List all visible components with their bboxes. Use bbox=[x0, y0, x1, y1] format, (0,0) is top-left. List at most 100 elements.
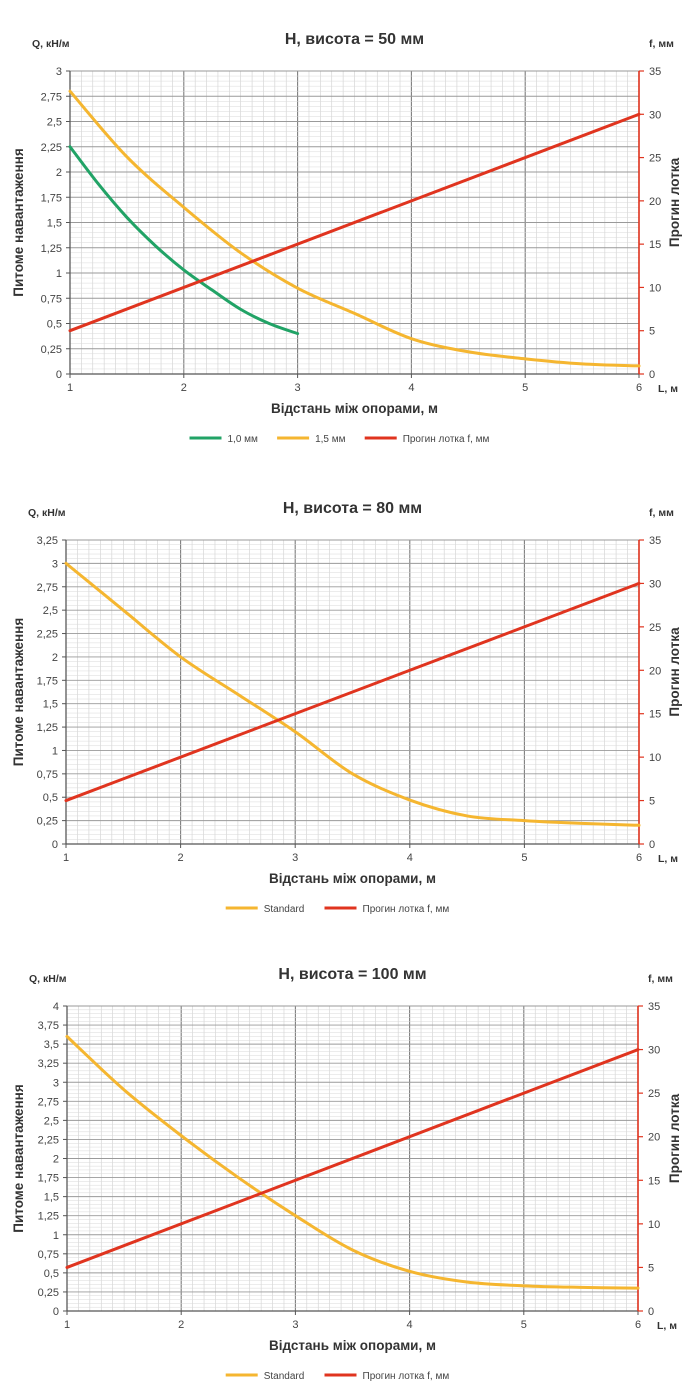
x-tick-label: 1 bbox=[67, 382, 73, 394]
x-tick-label: 4 bbox=[408, 382, 414, 394]
y2-tick-label: 10 bbox=[648, 1219, 660, 1231]
y2-tick-label: 20 bbox=[648, 1132, 660, 1144]
y-tick-label: 0,25 bbox=[38, 1287, 59, 1299]
y-tick-label: 1,5 bbox=[43, 699, 58, 711]
x-tick-label: 6 bbox=[636, 382, 642, 394]
y2-tick-label: 35 bbox=[649, 535, 661, 547]
chart-title: H, висота = 50 мм bbox=[285, 31, 424, 48]
y-tick-label: 3,5 bbox=[44, 1039, 59, 1051]
y2-tick-label: 25 bbox=[649, 622, 661, 634]
y-tick-label: 0,25 bbox=[37, 816, 58, 828]
y-tick-label: 0,75 bbox=[37, 769, 58, 781]
series-line-deflection bbox=[68, 112, 641, 333]
x-tick-label: 5 bbox=[522, 382, 528, 394]
chart-panel-100mm: 1 2 3 4 5 6 0 0,25 0,5 0,75 1 1,25 1,5 1,75 2 2,25 2,5 2,… bbox=[0, 930, 688, 1396]
series-line-load bbox=[65, 1035, 640, 1290]
y-axis-title: Питоме навантаження bbox=[11, 618, 26, 766]
y-tick-label: 2,75 bbox=[38, 1096, 59, 1108]
x-tick-label: 6 bbox=[635, 1319, 641, 1331]
y2-unit-label: f, мм bbox=[649, 507, 674, 519]
x-tick-label: 4 bbox=[407, 1319, 413, 1331]
series-line-load bbox=[68, 145, 300, 336]
x-tick-label: 3 bbox=[292, 1319, 298, 1331]
y-tick-label: 0 bbox=[52, 839, 58, 851]
y-tick-label: 3 bbox=[52, 558, 58, 570]
y-tick-label: 1 bbox=[56, 268, 62, 280]
y-tick-label: 1,25 bbox=[37, 722, 58, 734]
y2-tick-label: 20 bbox=[649, 665, 661, 677]
x-axis-title: Відстань між опорами, м bbox=[269, 871, 436, 886]
x-tick-label: 5 bbox=[521, 1319, 527, 1331]
y-unit-label: Q, кН/м bbox=[29, 973, 67, 985]
y2-axis-title: Прогин лотка bbox=[667, 157, 682, 247]
y2-tick-label: 5 bbox=[649, 326, 655, 338]
y2-axis-title: Прогин лотка bbox=[667, 627, 682, 717]
legend-label: Прогин лотка f, мм bbox=[363, 904, 450, 915]
y2-tick-label: 15 bbox=[648, 1175, 660, 1187]
legend-label: 1,5 мм bbox=[315, 434, 346, 445]
y-tick-label: 1,25 bbox=[41, 243, 62, 255]
y-tick-label: 0,5 bbox=[43, 792, 58, 804]
y-axis-title: Питоме навантаження bbox=[11, 148, 26, 296]
y-tick-label: 1 bbox=[53, 1230, 59, 1242]
series-line-deflection bbox=[65, 1048, 640, 1269]
x-tick-label: 4 bbox=[407, 852, 413, 864]
y2-tick-label: 25 bbox=[648, 1088, 660, 1100]
series-line-load bbox=[64, 561, 641, 827]
y-tick-label: 1 bbox=[52, 745, 58, 757]
y2-tick-label: 10 bbox=[649, 282, 661, 294]
y-tick-label: 1,5 bbox=[44, 1192, 59, 1204]
y-tick-label: 2 bbox=[52, 652, 58, 664]
x-tick-label: 1 bbox=[63, 852, 69, 864]
grid-lines bbox=[69, 70, 640, 375]
y2-tick-label: 5 bbox=[649, 796, 655, 808]
chart-panel-80mm: 1 2 3 4 5 6 0 0,25 0,5 0,75 1 1,25 1,5 1,75 2 2,25 2,5 2,… bbox=[0, 465, 688, 930]
y-tick-label: 2,5 bbox=[43, 605, 58, 617]
x-unit-label: L, м bbox=[658, 853, 678, 865]
y-tick-label: 3,25 bbox=[38, 1058, 59, 1070]
x-tick-label: 2 bbox=[178, 852, 184, 864]
y-tick-label: 1,5 bbox=[47, 218, 62, 230]
legend-label: 1,0 мм bbox=[228, 434, 259, 445]
x-tick-label: 2 bbox=[178, 1319, 184, 1331]
y-tick-label: 2,5 bbox=[44, 1115, 59, 1127]
y2-tick-label: 5 bbox=[648, 1262, 654, 1274]
y-tick-label: 3 bbox=[56, 66, 62, 78]
y2-tick-label: 10 bbox=[649, 752, 661, 764]
x-tick-label: 3 bbox=[295, 382, 301, 394]
y-tick-label: 1,75 bbox=[41, 192, 62, 204]
y2-tick-label: 25 bbox=[649, 153, 661, 165]
y-tick-label: 2,75 bbox=[37, 582, 58, 594]
y-tick-label: 2,5 bbox=[47, 117, 62, 129]
load-deflection-chart-100mm: 1 2 3 4 5 600,250,50,7511,251,51,7522,252,52,… bbox=[11, 966, 682, 1382]
y2-tick-label: 30 bbox=[649, 109, 661, 121]
y2-tick-label: 20 bbox=[649, 196, 661, 208]
y-tick-label: 1,75 bbox=[37, 675, 58, 687]
legend-label: Standard bbox=[264, 904, 305, 915]
x-axis-title: Відстань між опорами, м bbox=[269, 1338, 436, 1353]
y-tick-label: 0 bbox=[56, 369, 62, 381]
y2-unit-label: f, мм bbox=[648, 973, 673, 985]
y-tick-label: 1,25 bbox=[38, 1211, 59, 1223]
x-unit-label: L, м bbox=[658, 383, 678, 395]
load-deflection-chart-80mm: 1 2 3 4 5 600,250,50,7511,251,51,7522,252,52,… bbox=[11, 500, 682, 915]
grid-lines bbox=[66, 1005, 639, 1312]
chart-title: H, висота = 80 мм bbox=[283, 500, 422, 517]
y-tick-label: 2,25 bbox=[41, 142, 62, 154]
y-unit-label: Q, кН/м bbox=[32, 38, 70, 50]
y-tick-label: 3,25 bbox=[37, 535, 58, 547]
y-tick-label: 0,5 bbox=[44, 1268, 59, 1280]
y-tick-label: 0 bbox=[53, 1306, 59, 1318]
y-tick-label: 0,25 bbox=[41, 344, 62, 356]
y2-tick-label: 30 bbox=[649, 578, 661, 590]
y-tick-label: 3 bbox=[53, 1077, 59, 1089]
y2-unit-label: f, мм bbox=[649, 38, 674, 50]
y2-tick-label: 15 bbox=[649, 239, 661, 251]
chart-panel-50mm: 1 2 3 4 5 6 0 0,25 0,5 0,75 1 1,25 1,5 1,75 2 2,25 2,5 2,… bbox=[0, 0, 688, 465]
series-line-load bbox=[68, 89, 641, 368]
x-tick-label: 5 bbox=[521, 852, 527, 864]
y-tick-label: 2,25 bbox=[38, 1134, 59, 1146]
legend-label: Прогин лотка f, мм bbox=[403, 434, 490, 445]
y2-tick-label: 30 bbox=[648, 1045, 660, 1057]
x-tick-label: 3 bbox=[292, 852, 298, 864]
